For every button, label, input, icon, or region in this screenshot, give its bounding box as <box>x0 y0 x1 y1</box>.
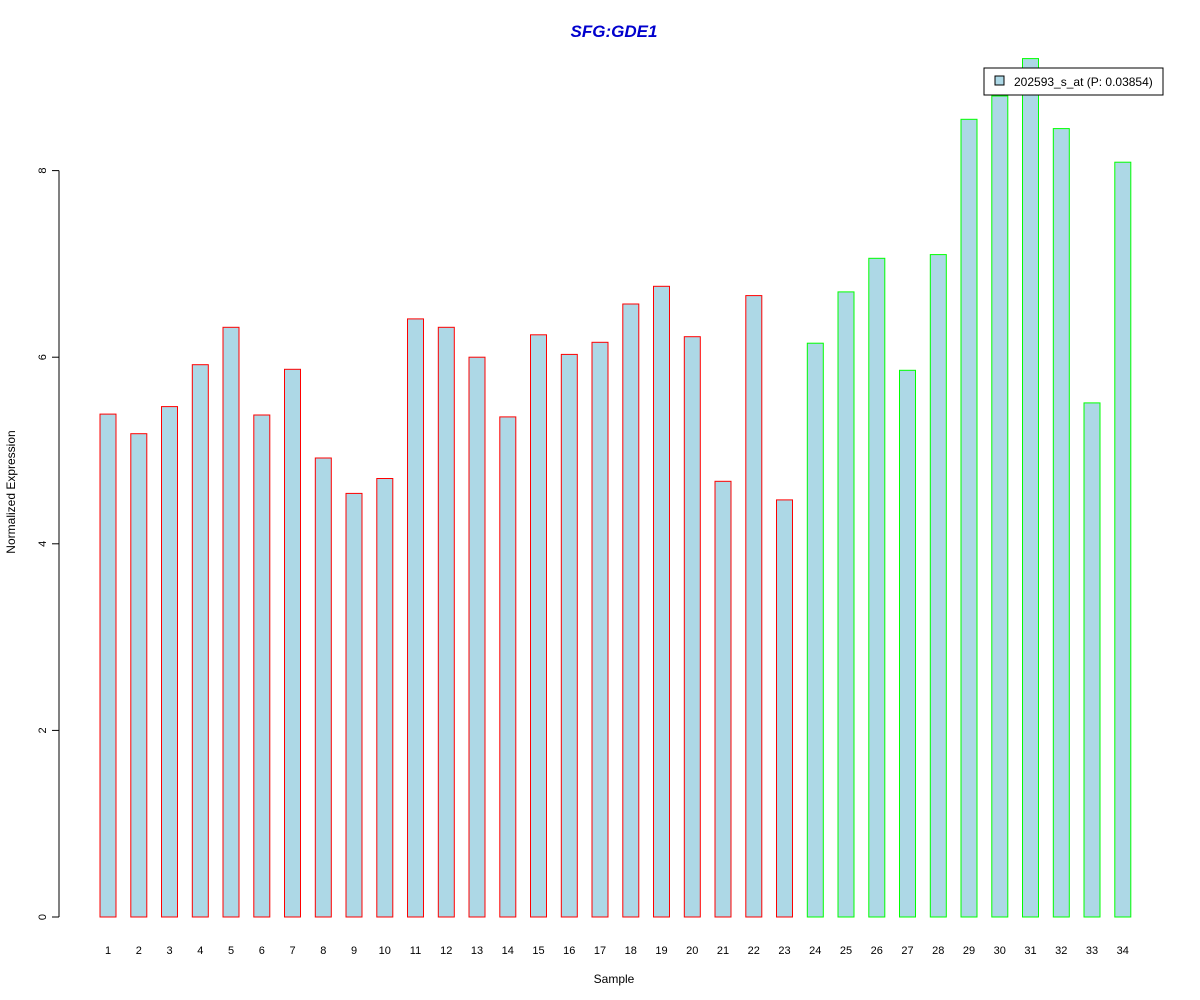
bar-sample-1 <box>99 413 117 918</box>
x-tick-label: 8 <box>320 945 326 957</box>
x-tick-label: 7 <box>289 945 295 957</box>
bar-sample-14 <box>499 416 517 918</box>
legend-swatch <box>994 75 1005 86</box>
x-tick-label: 10 <box>379 945 391 957</box>
y-tick-label: 0 <box>37 914 49 920</box>
x-tick-label: 12 <box>440 945 452 957</box>
x-tick-label: 1 <box>105 945 111 957</box>
x-tick-label: 16 <box>563 945 575 957</box>
x-tick-label: 34 <box>1117 945 1129 957</box>
bar-sample-8 <box>314 457 332 918</box>
x-tick-label: 31 <box>1024 945 1036 957</box>
bar-sample-15 <box>530 334 547 918</box>
x-tick-label: 21 <box>717 945 729 957</box>
x-tick-label: 4 <box>197 945 203 957</box>
bar-sample-6 <box>253 414 271 918</box>
y-tick-label: 2 <box>37 727 49 733</box>
x-tick-label: 9 <box>351 945 357 957</box>
bar-sample-32 <box>1052 128 1070 918</box>
x-tick-label: 27 <box>901 945 913 957</box>
x-tick-label: 26 <box>871 945 883 957</box>
bar-sample-13 <box>468 356 486 918</box>
legend: 202593_s_at (P: 0.03854) <box>983 67 1164 96</box>
bar-sample-12 <box>437 326 455 918</box>
bar-sample-22 <box>745 295 763 918</box>
x-tick-label: 23 <box>778 945 790 957</box>
x-tick-label: 22 <box>748 945 760 957</box>
x-tick-label: 15 <box>532 945 544 957</box>
bar-sample-16 <box>560 353 578 918</box>
bar-sample-17 <box>591 341 609 918</box>
x-tick-label: 32 <box>1055 945 1067 957</box>
x-tick-labels: 1 2 3 4 5 6 7 8 9 10 11 12 13 14 15 16 17 18 19 20 21 22 23 24 2… <box>105 945 1129 957</box>
bar-sample-34 <box>1114 161 1132 918</box>
bar-sample-11 <box>407 318 424 918</box>
x-tick-label: 6 <box>259 945 265 957</box>
chart-title: SFG:GDE1 <box>571 22 658 41</box>
bar-sample-23 <box>776 499 793 918</box>
x-tick-label: 2 <box>136 945 142 957</box>
x-tick-label: 3 <box>166 945 172 957</box>
bar-sample-31 <box>1022 58 1039 918</box>
bar-sample-24 <box>806 342 824 918</box>
y-tick-label: 8 <box>37 168 49 174</box>
x-tick-label: 14 <box>502 945 514 957</box>
x-tick-label: 25 <box>840 945 852 957</box>
y-axis-label: Normalized Expression <box>4 430 18 553</box>
bar-sample-3 <box>161 406 178 918</box>
y-tick-label: 4 <box>37 541 49 547</box>
bar-sample-7 <box>284 368 301 918</box>
bar-sample-10 <box>376 478 394 918</box>
x-tick-label: 13 <box>471 945 483 957</box>
bar-sample-4 <box>191 364 209 918</box>
x-tick-label: 20 <box>686 945 698 957</box>
x-tick-label: 11 <box>410 945 421 957</box>
bars <box>99 58 1132 918</box>
bar-sample-20 <box>683 336 701 918</box>
bar-sample-26 <box>868 257 886 918</box>
bar-sample-9 <box>345 492 363 918</box>
x-tick-label: 17 <box>594 945 606 957</box>
x-tick-label: 24 <box>809 945 821 957</box>
bar-sample-5 <box>222 326 240 918</box>
bar-sample-2 <box>130 433 148 918</box>
x-tick-label: 30 <box>994 945 1006 957</box>
x-tick-label: 29 <box>963 945 975 957</box>
bar-sample-21 <box>714 480 732 918</box>
bar-sample-30 <box>991 95 1009 918</box>
legend-entry: 202593_s_at (P: 0.03854) <box>1014 75 1153 89</box>
x-tick-label: 28 <box>932 945 944 957</box>
x-axis-label: Sample <box>594 972 635 986</box>
bar-sample-19 <box>653 285 670 918</box>
x-tick-label: 5 <box>228 945 234 957</box>
bar-sample-28 <box>929 254 947 918</box>
y-axis: 0 2 4 6 8 <box>37 168 60 920</box>
legend-box <box>983 67 1164 96</box>
x-tick-label: 18 <box>625 945 637 957</box>
bar-sample-33 <box>1083 402 1101 918</box>
x-tick-label: 19 <box>655 945 667 957</box>
y-tick-label: 6 <box>37 354 49 360</box>
x-tick-label: 33 <box>1086 945 1098 957</box>
bar-sample-27 <box>899 369 916 918</box>
bar-sample-25 <box>837 291 855 918</box>
bar-sample-18 <box>622 303 640 918</box>
bar-sample-29 <box>960 118 978 918</box>
